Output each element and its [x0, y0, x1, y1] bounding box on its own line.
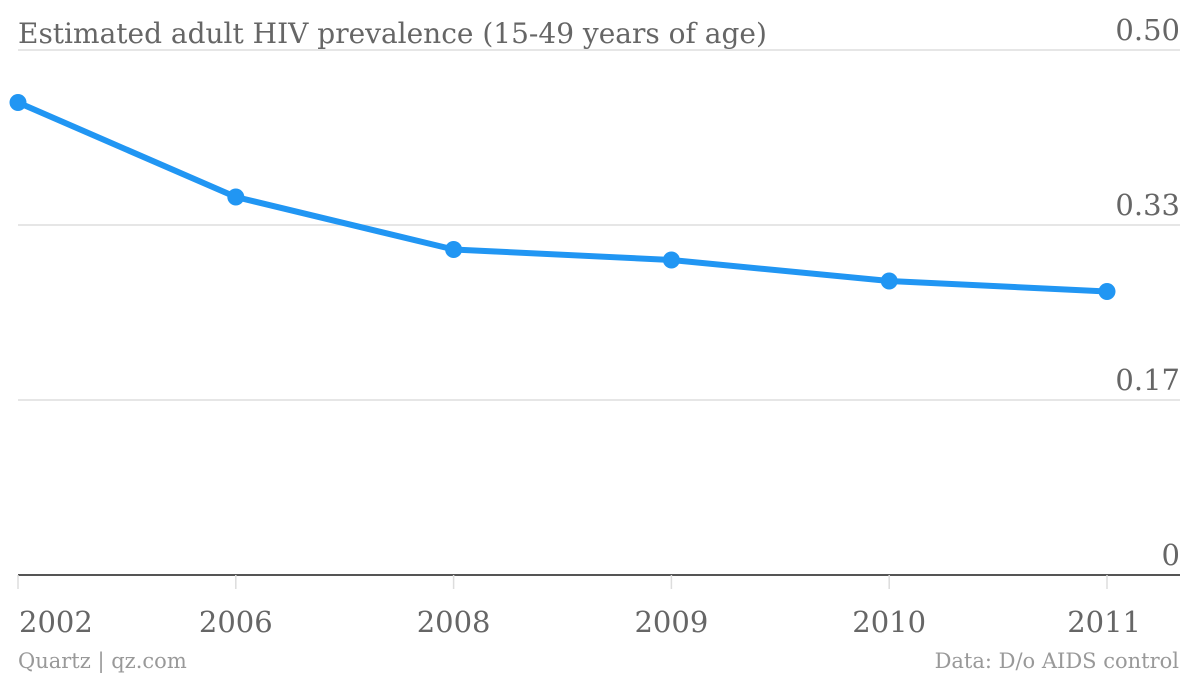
y-tick-label: 0.50 [1115, 13, 1180, 47]
y-tick-label: 0 [1162, 538, 1180, 572]
y-tick-label: 0.17 [1115, 363, 1180, 397]
x-tick-label: 2011 [1067, 605, 1141, 639]
x-axis [17, 574, 1180, 589]
data-point [1098, 283, 1116, 300]
x-tick-label: 2002 [19, 605, 93, 639]
y-axis-tick-labels: 0 0.17 0.33 0.50 [1115, 13, 1180, 572]
source-credit: Quartz | qz.com [18, 649, 187, 674]
gridlines [18, 49, 1180, 401]
x-tick-label: 2006 [199, 605, 273, 639]
x-tick-label: 2010 [852, 605, 926, 639]
data-point [227, 188, 245, 206]
data-point [880, 272, 898, 290]
data-source: Data: D/o AIDS control [935, 649, 1180, 673]
series-line [15, 99, 1110, 295]
data-point [662, 251, 680, 269]
x-tick-label: 2008 [417, 605, 491, 639]
series-line-layer [15, 99, 1110, 295]
x-axis-tick-labels: 2002 2006 2008 2009 2010 2011 [19, 605, 1141, 639]
x-tick-label: 2009 [634, 605, 708, 639]
data-point [445, 241, 463, 258]
data-points [9, 94, 1116, 300]
y-tick-label: 0.33 [1115, 188, 1180, 222]
data-point [9, 94, 27, 111]
chart-title: Estimated adult HIV prevalence (15-49 ye… [18, 17, 767, 50]
